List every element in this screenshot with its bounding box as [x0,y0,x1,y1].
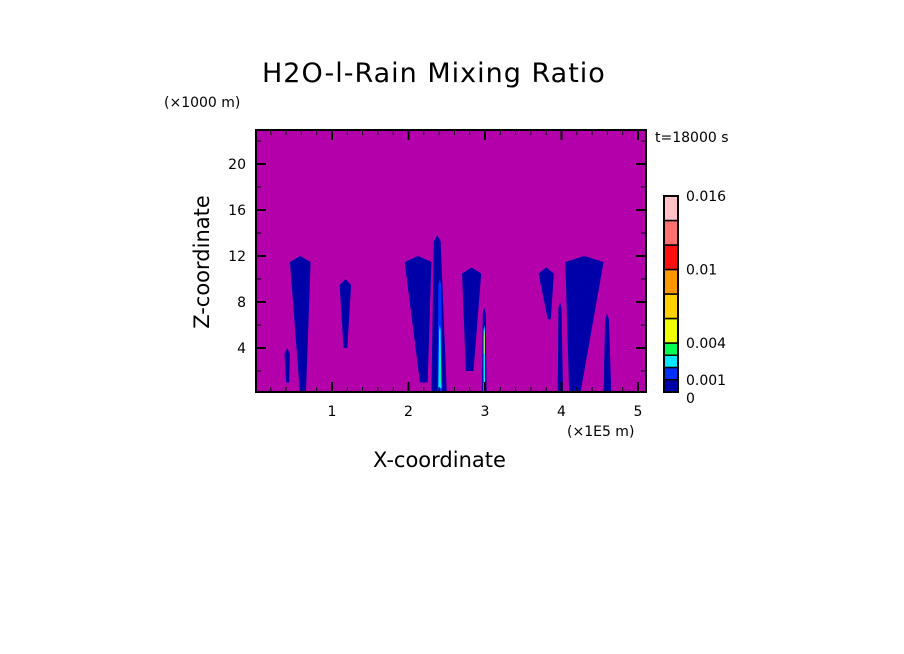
contour-region [339,279,352,348]
colorbar-label: 0.016 [686,189,726,205]
contour-region [289,256,311,392]
x-tick-label: 4 [557,404,566,420]
colorbar-segment [663,317,679,344]
colorbar-segment [663,354,679,369]
x-tick-label: 5 [634,404,643,420]
colorbar-label: 0.01 [686,263,717,279]
contour-region [557,302,564,392]
contour-region [404,256,432,383]
colorbar-segment [663,244,679,271]
y-axis-unit: (×1000 m) [164,95,241,111]
x-tick-label: 3 [481,404,490,420]
colorbar-label: 0.001 [686,373,726,389]
colorbar-segment [663,342,679,356]
colorbar-segment [663,366,679,381]
contour-region [439,342,441,383]
colorbar-segment [663,195,679,222]
x-tick-label: 1 [328,404,337,420]
y-tick-label: 12 [228,249,246,265]
time-annotation: t=18000 s [655,130,729,146]
contour-region [603,313,612,392]
colorbar-segment [663,268,679,295]
chart-title: H2O-l-Rain Mixing Ratio [262,58,606,89]
contour-region [462,267,482,371]
y-tick-label: 8 [237,295,246,311]
contour-region [538,267,554,320]
x-tick-label: 2 [404,404,413,420]
colorbar-frame [663,195,679,393]
x-axis-label: X-coordinate [373,448,506,472]
y-tick-label: 20 [228,157,246,173]
contour-region [483,330,485,354]
contour-region [284,348,290,383]
colorbar-segment [663,379,679,393]
colorbar-segment [663,293,679,320]
colorbar-label: 0 [686,391,695,407]
y-tick-label: 4 [237,341,246,357]
y-tick-label: 16 [228,203,246,219]
colorbar-segment [663,219,679,246]
x-axis-unit: (×1E5 m) [567,424,635,440]
colorbar-label: 0.004 [686,336,726,352]
plot-frame [255,129,647,393]
contour-region [565,256,604,392]
